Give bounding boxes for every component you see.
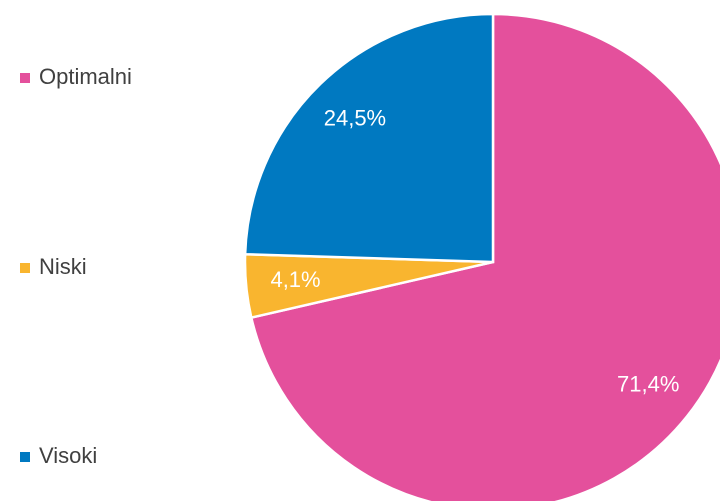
legend-label: Visoki (39, 443, 97, 468)
data-label: 4,1% (270, 267, 320, 292)
legend-label: Niski (39, 254, 87, 279)
legend-swatch (20, 263, 30, 273)
pie-slice (249, 12, 720, 501)
data-label: 71,4% (617, 371, 679, 396)
legend-swatch (20, 73, 30, 83)
pie-slice (243, 12, 495, 264)
legend-swatch (20, 452, 30, 462)
data-label: 24,5% (324, 105, 386, 130)
legend-label: Optimalni (39, 64, 132, 89)
